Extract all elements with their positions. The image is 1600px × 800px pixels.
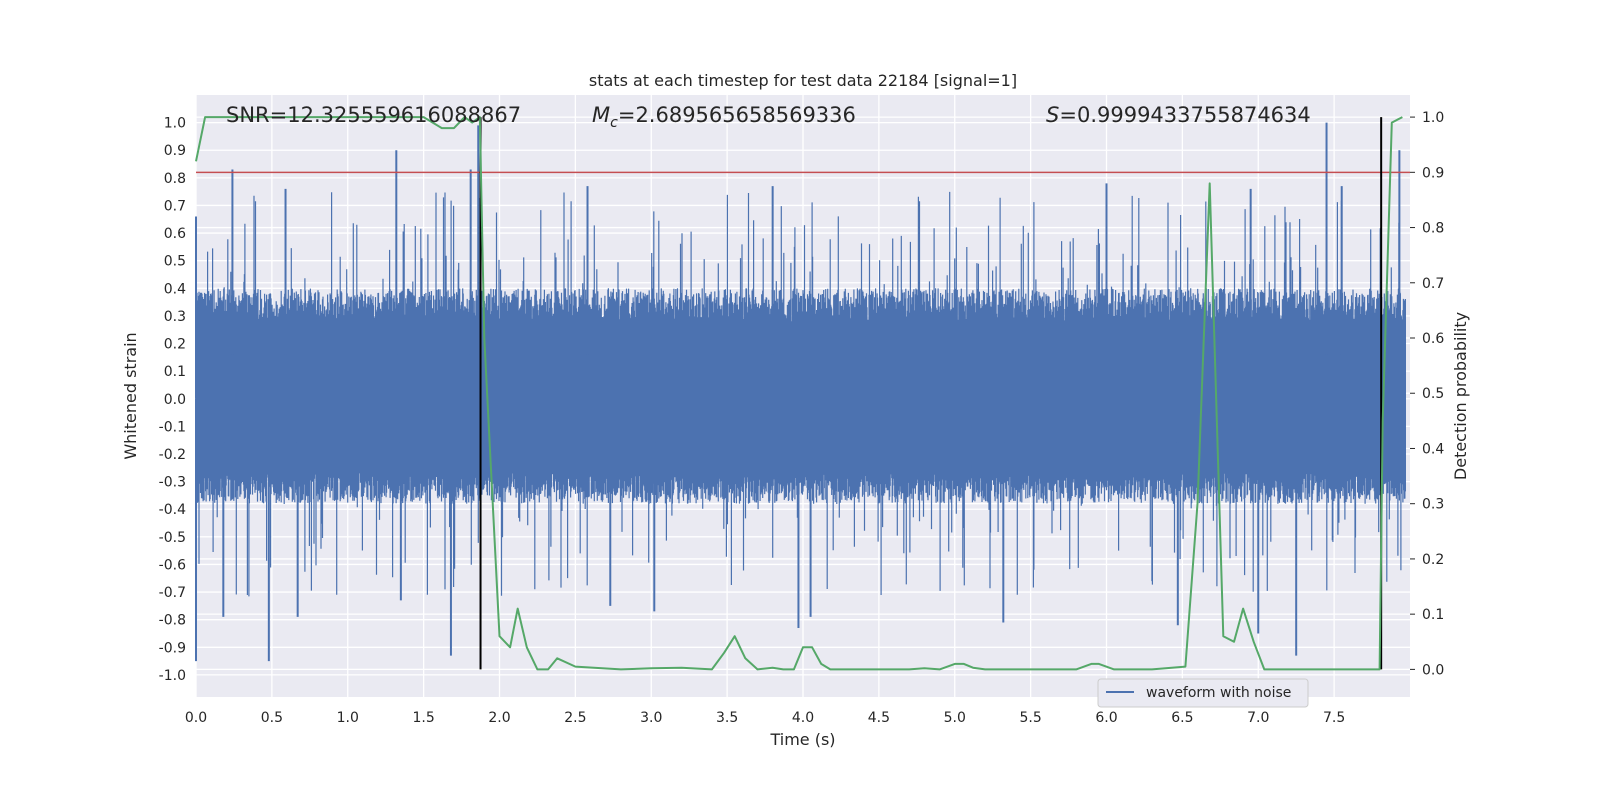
y-tick-label-left: 0.7 [164, 198, 186, 214]
y-tick-label-left: 0.1 [164, 364, 186, 380]
plot-area [195, 116, 1410, 671]
y-tick-label-right: 0.0 [1422, 662, 1444, 678]
y-axis-label-right: Detection probability [1451, 312, 1470, 480]
x-tick-label: 6.5 [1171, 710, 1193, 726]
x-tick-label: 2.0 [488, 710, 510, 726]
y-tick-label-right: 0.5 [1422, 386, 1444, 402]
x-tick-label: 0.5 [261, 710, 283, 726]
y-tick-label-left: 0.8 [164, 171, 186, 187]
snr-annotation: SNR=12.325559616088867 [226, 103, 521, 127]
x-tick-label: 1.5 [412, 710, 434, 726]
y-tick-label-right: 0.7 [1422, 276, 1444, 292]
y-tick-label-left: -0.6 [159, 557, 186, 573]
x-tick-label: 7.0 [1247, 710, 1269, 726]
y-tick-label-left: 1.0 [164, 116, 186, 132]
y-tick-label-left: -0.2 [159, 447, 186, 463]
y-tick-label-left: -0.8 [159, 613, 186, 629]
y-tick-label-left: 0.5 [164, 254, 186, 270]
y-tick-label-left: -0.3 [159, 475, 186, 491]
probability-series [195, 116, 1403, 671]
legend-box [1097, 678, 1309, 708]
y-tick-label-left: -0.5 [159, 530, 186, 546]
y-tick-label-right: 0.9 [1422, 165, 1444, 181]
x-ticks: 0.0 0.5 1.0 1.5 2.0 2.5 3.0 3.5 4.0 4.5 5.0 5.5 6.0 6… [185, 710, 1345, 726]
mc-symbol: M [592, 103, 610, 127]
y-tick-label-left: -0.1 [159, 419, 186, 435]
x-tick-label: 4.0 [792, 710, 814, 726]
s-symbol: S [1046, 103, 1059, 127]
y-tick-label-right: 0.4 [1422, 441, 1444, 457]
mc-subscript: c [610, 115, 618, 131]
y-tick-label-right: 0.8 [1422, 221, 1444, 237]
y-axis-label-left: Whitened strain [121, 332, 140, 459]
x-tick-label: 5.5 [1019, 710, 1041, 726]
x-tick-label: 6.0 [1095, 710, 1117, 726]
x-tick-label: 7.5 [1323, 710, 1345, 726]
x-tick-label: 1.0 [337, 710, 359, 726]
y-tick-label-left: 0.6 [164, 226, 186, 242]
chirp-mass-annotation: Mc=2.689565658569336 [592, 103, 856, 131]
y-tick-label-right: 0.1 [1422, 607, 1444, 623]
s-value: 0.9999433755874634 [1077, 103, 1311, 127]
y-tick-label-left: -0.7 [159, 585, 186, 601]
y-tick-label-left: 0.0 [164, 392, 186, 408]
x-tick-label: 3.0 [640, 710, 662, 726]
waveform-series [195, 122, 1406, 662]
y-tick-label-left: -0.9 [159, 640, 186, 656]
legend-label-waveform: waveform with noise [1146, 685, 1291, 701]
y-tick-label-left: 0.3 [164, 309, 186, 325]
y-tick-label-left: -1.0 [159, 668, 186, 684]
x-tick-label: 5.0 [944, 710, 966, 726]
x-tick-label: 4.5 [868, 710, 890, 726]
y-tick-label-left: 0.2 [164, 337, 186, 353]
y-tick-label-right: 0.6 [1422, 331, 1444, 347]
x-tick-label: 2.5 [564, 710, 586, 726]
x-tick-label: 3.5 [716, 710, 738, 726]
y-tick-label-right: 0.3 [1422, 497, 1444, 513]
waveform-core-band [196, 354, 1406, 443]
snr-label: SNR [226, 103, 270, 127]
y-ticks-left: -1.0 -0.9 -0.8 -0.7 -0.6 -0.5 -0.4 -0.3 -0.2 -0.1… [159, 116, 186, 684]
y-tick-label-left: -0.4 [159, 502, 186, 518]
y-tick-label-right: 1.0 [1422, 110, 1444, 126]
x-tick-label: 0.0 [185, 710, 207, 726]
legend: waveform with noise [1097, 678, 1309, 708]
y-tick-label-left: 0.4 [164, 281, 186, 297]
score-annotation: S=0.9999433755874634 [1046, 103, 1311, 127]
snr-value: 12.325559616088867 [287, 103, 521, 127]
y-ticks-right: 0.0 0.1 0.2 0.3 0.4 0.5 0.6 0.7 0.8 0.9 1.0 [1410, 110, 1444, 678]
y-tick-label-left: 0.9 [164, 143, 186, 159]
x-axis-label: Time (s) [769, 730, 835, 749]
detection-probability-line [195, 116, 1403, 671]
chart-title: stats at each timestep for test data 221… [589, 71, 1017, 90]
mc-value: 2.689565658569336 [635, 103, 855, 127]
y-tick-label-right: 0.2 [1422, 552, 1444, 568]
